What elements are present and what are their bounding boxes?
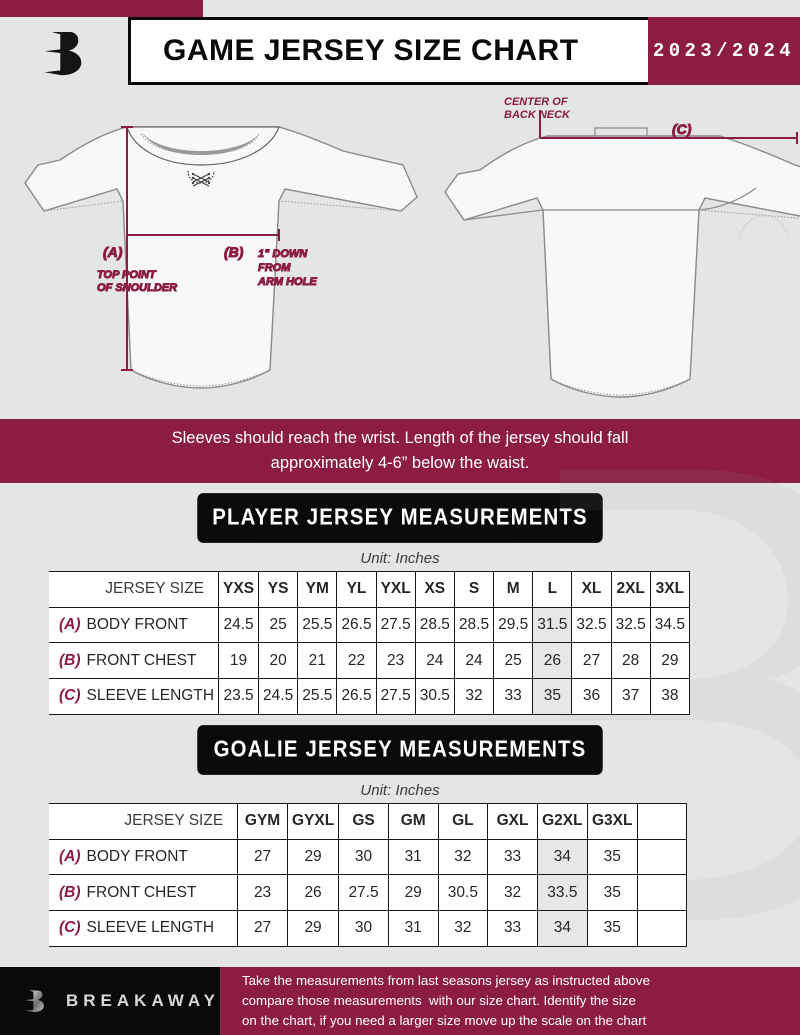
svg-text:ARM HOLE: ARM HOLE (257, 276, 317, 288)
svg-text:OF SHOULDER: OF SHOULDER (97, 282, 177, 294)
svg-text:BACK NECK: BACK NECK (504, 109, 571, 121)
svg-text:(B): (B) (224, 244, 244, 260)
svg-text:TOP POINT: TOP POINT (97, 269, 157, 281)
svg-text:CENTER OF: CENTER OF (504, 96, 568, 108)
svg-text:(C): (C) (672, 121, 692, 137)
svg-text:(A): (A) (103, 244, 123, 260)
svg-text:1" DOWN: 1" DOWN (258, 248, 308, 260)
svg-text:FROM: FROM (258, 262, 291, 274)
